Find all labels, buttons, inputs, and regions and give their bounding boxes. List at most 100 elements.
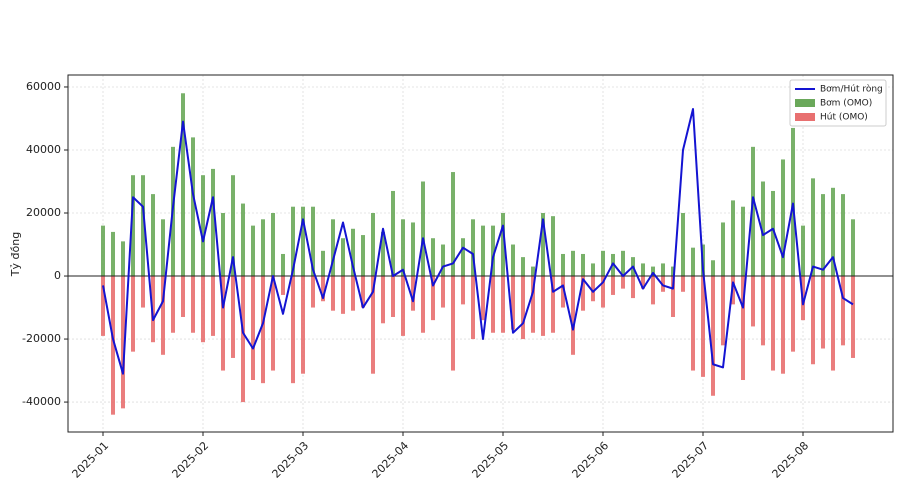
line <box>102 108 854 375</box>
bar <box>521 257 525 277</box>
bar <box>421 181 425 277</box>
y-tick-label: 20000 <box>26 206 61 219</box>
bar <box>131 175 135 277</box>
bar <box>541 276 545 336</box>
bar <box>331 276 335 311</box>
bar <box>421 276 425 333</box>
bar <box>111 276 115 415</box>
bar <box>851 219 855 277</box>
bar <box>301 206 305 277</box>
bar <box>551 216 555 277</box>
bar <box>301 276 305 374</box>
bar <box>811 178 815 277</box>
bar <box>391 276 395 317</box>
bar <box>691 247 695 277</box>
bar <box>601 250 605 277</box>
bar <box>781 276 785 374</box>
x-tick-label: 2025-01 <box>70 439 112 481</box>
bar <box>491 276 495 333</box>
bar <box>671 276 675 317</box>
bar <box>401 276 405 336</box>
bar <box>211 168 215 277</box>
y-axis-label: Tỷ đồng <box>9 232 22 277</box>
bar <box>411 222 415 277</box>
bar <box>831 276 835 371</box>
bar <box>121 241 125 277</box>
y-tick-label: 60000 <box>26 80 61 93</box>
x-tick-label: 2025-02 <box>170 439 212 481</box>
bar <box>531 266 535 277</box>
bar <box>251 225 255 277</box>
y-tick-label: 0 <box>54 269 61 282</box>
bar <box>751 146 755 277</box>
bar <box>571 250 575 277</box>
bar <box>251 276 255 381</box>
bar <box>261 276 265 384</box>
bar <box>601 276 605 308</box>
bar <box>841 194 845 277</box>
legend-label: Bơm/Hút ròng <box>820 84 883 95</box>
bar <box>171 276 175 333</box>
bar <box>431 238 435 277</box>
bar <box>651 266 655 277</box>
bar <box>351 276 355 311</box>
bar <box>681 213 685 277</box>
bar <box>331 219 335 277</box>
bar <box>471 219 475 277</box>
bar <box>371 276 375 374</box>
bar <box>641 263 645 277</box>
x-tick-label: 2025-08 <box>770 439 812 481</box>
bar <box>241 276 245 403</box>
bar <box>271 213 275 277</box>
bar <box>141 175 145 277</box>
bar <box>161 219 165 277</box>
plot-frame <box>67 74 894 433</box>
bar <box>771 276 775 371</box>
bar <box>181 276 185 317</box>
bar <box>451 276 455 371</box>
bar <box>591 263 595 277</box>
bar <box>391 190 395 277</box>
bar <box>481 276 485 321</box>
bar <box>461 276 465 305</box>
bar <box>191 276 195 333</box>
bar <box>521 276 525 340</box>
bar <box>111 231 115 277</box>
bar <box>691 276 695 371</box>
x-tick-label: 2025-06 <box>570 439 612 481</box>
bar <box>651 276 655 305</box>
bar <box>311 276 315 308</box>
bar <box>671 266 675 277</box>
bar <box>831 187 835 277</box>
bar <box>741 206 745 277</box>
bar <box>821 276 825 349</box>
bar <box>591 276 595 302</box>
y-tick-label: 40000 <box>26 143 61 156</box>
bar <box>381 231 385 277</box>
bar <box>461 238 465 277</box>
bar <box>181 93 185 277</box>
bar <box>561 253 565 277</box>
bar <box>621 250 625 277</box>
bar <box>721 222 725 277</box>
bar <box>321 250 325 277</box>
bar <box>501 213 505 277</box>
bar <box>151 194 155 277</box>
bar <box>401 219 405 277</box>
bar <box>201 276 205 343</box>
bar <box>271 276 275 371</box>
bar <box>571 276 575 355</box>
bar <box>431 276 435 321</box>
bar <box>711 276 715 396</box>
bar <box>481 225 485 277</box>
bar <box>351 228 355 277</box>
bar <box>231 175 235 277</box>
legend-swatch <box>795 99 815 107</box>
bar <box>291 206 295 277</box>
x-tick-label: 2025-07 <box>670 439 712 481</box>
bar <box>731 200 735 277</box>
bar <box>701 276 705 377</box>
bar <box>581 276 585 311</box>
bar <box>631 276 635 299</box>
